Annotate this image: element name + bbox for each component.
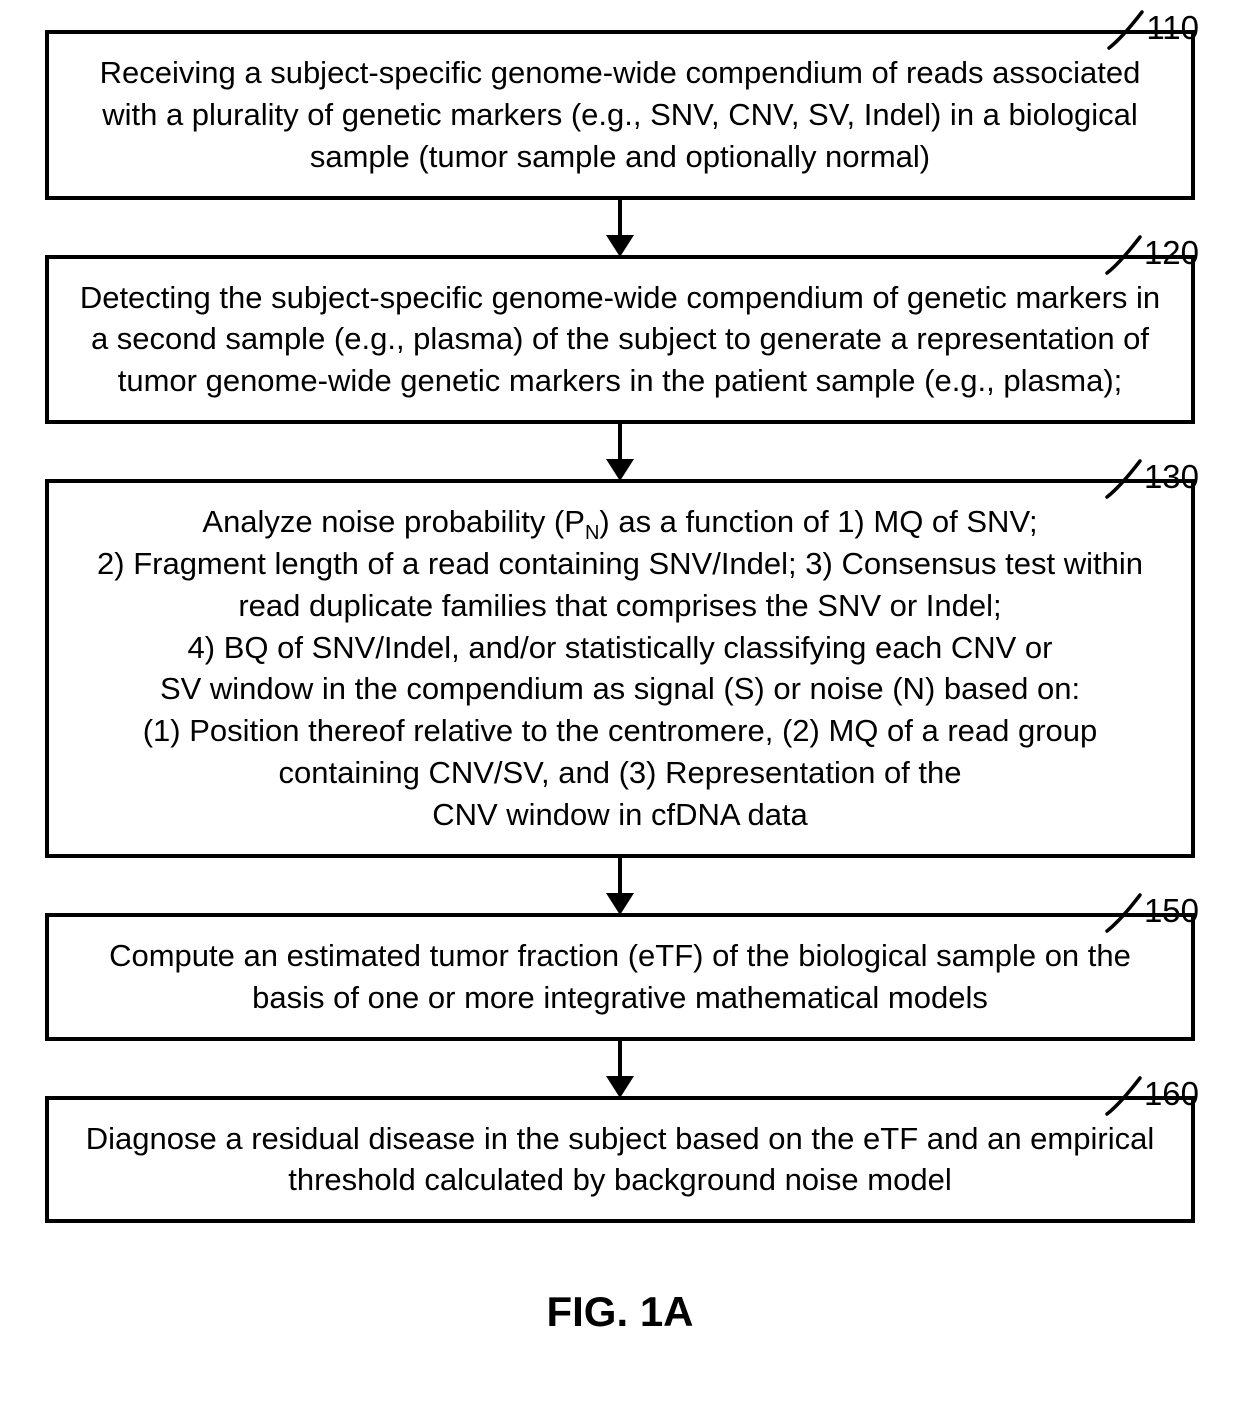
step-box-150: 150 Compute an estimated tumor fraction …	[45, 913, 1195, 1041]
step-text: Receiving a subject-specific genome-wide…	[100, 55, 1141, 174]
step-box-160: 160 Diagnose a residual disease in the s…	[45, 1096, 1195, 1224]
step-box-120: 120 Detecting the subject-specific genom…	[45, 255, 1195, 425]
step-label-160: 160	[1104, 1072, 1199, 1116]
flow-arrow	[45, 424, 1195, 479]
step-text: Analyze noise probability (PN) as a func…	[97, 504, 1143, 832]
callout-curve-icon	[1104, 231, 1142, 275]
step-number: 160	[1144, 1077, 1199, 1110]
step-label-110: 110	[1106, 6, 1199, 50]
step-box-130: 130 Analyze noise probability (PN) as a …	[45, 479, 1195, 858]
callout-curve-icon	[1104, 889, 1142, 933]
step-label-130: 130	[1104, 455, 1199, 499]
flow-arrow	[45, 1041, 1195, 1096]
step-box-110: 110 Receiving a subject-specific genome-…	[45, 30, 1195, 200]
step-label-120: 120	[1104, 231, 1199, 275]
flow-arrow	[45, 200, 1195, 255]
flow-arrow	[45, 858, 1195, 913]
step-label-150: 150	[1104, 889, 1199, 933]
step-number: 110	[1146, 11, 1199, 44]
step-number: 150	[1144, 894, 1199, 927]
step-text: Detecting the subject-specific genome-wi…	[80, 280, 1160, 399]
callout-curve-icon	[1104, 455, 1142, 499]
figure-title: FIG. 1A	[45, 1288, 1195, 1336]
flowchart-container: 110 Receiving a subject-specific genome-…	[45, 30, 1195, 1223]
step-text: Diagnose a residual disease in the subje…	[86, 1121, 1154, 1198]
step-text: Compute an estimated tumor fraction (eTF…	[109, 938, 1131, 1015]
callout-curve-icon	[1106, 6, 1144, 50]
step-number: 130	[1144, 460, 1199, 493]
callout-curve-icon	[1104, 1072, 1142, 1116]
step-number: 120	[1144, 236, 1199, 269]
